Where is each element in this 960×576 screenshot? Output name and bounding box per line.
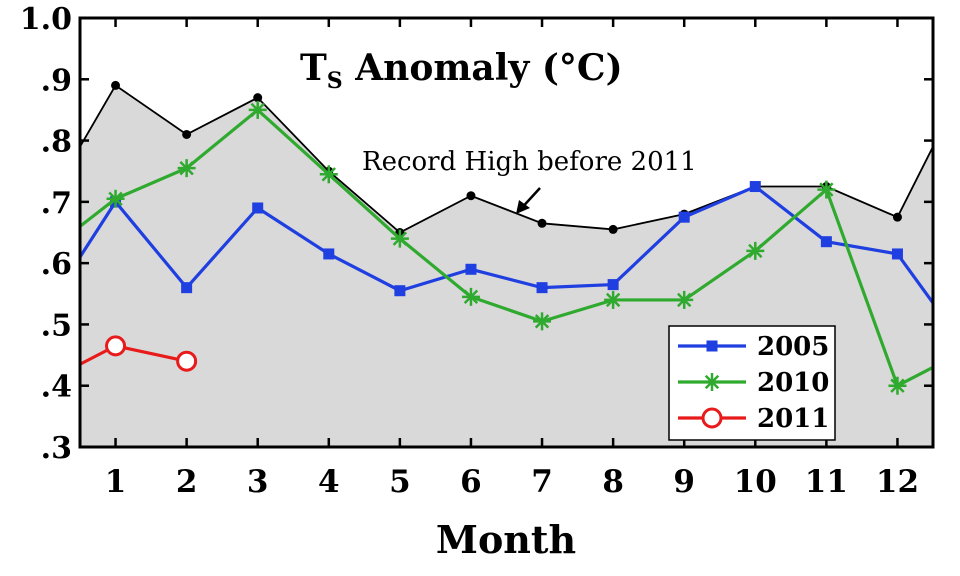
series-2010 [79,100,934,395]
legend-label: 2010 [757,368,829,398]
series-2005-point [820,236,832,248]
x-tick-label: 6 [460,464,482,500]
x-tick-label: 10 [734,464,777,500]
record-high-annotation: Record High before 2011 [362,147,697,177]
series-2010-point [888,376,907,395]
series-2010-point [675,290,694,309]
y-tick-label: 1.0 [20,2,72,37]
record-high-line [79,84,934,234]
series-2005-point [749,181,761,193]
series-2005-point [323,248,335,260]
series-2005-point [252,202,264,214]
series-2010-point [746,241,765,260]
record-high-point [608,224,618,234]
record-high-point [182,129,192,139]
legend-label: 2005 [757,332,829,362]
series-2011-point [105,335,127,357]
x-tick-label: 11 [805,464,848,500]
x-axis-ticks: 1 2 3 4 5 6 7 8 9 10 11 12 [105,18,919,500]
x-tick-label: 7 [531,464,553,500]
series-2010-point [390,229,409,248]
record-high-point [892,212,902,222]
y-tick-label: .3 [41,431,72,466]
series-2011 [79,335,198,372]
series-2005-point [607,279,619,291]
x-tick-label: 3 [247,464,269,500]
legend-item-2005: 2005 [678,332,829,362]
x-tick-label: 4 [318,464,340,500]
series-2005-point [465,263,477,275]
x-tick-label: 1 [105,464,127,500]
record-high-point [537,218,547,228]
series-2010-point [461,287,480,306]
legend-item-2010: 2010 [678,368,829,398]
series-2010-point [817,180,836,199]
record-high-point [466,191,476,201]
x-tick-label: 2 [176,464,198,500]
series-2011-point [701,407,723,429]
record-high-point [111,80,121,90]
series-2005-point [394,285,406,297]
legend-label: 2011 [757,404,829,434]
series-2005-point [706,340,718,352]
record-high-point [253,93,263,103]
series-2005-point [678,211,690,223]
series-2005-line [78,184,935,304]
y-tick-label: .6 [41,247,72,282]
series-2010-point [248,100,267,119]
series-2010-point [703,373,721,391]
series-2010-point [319,165,338,184]
x-axis-label: Month [436,517,576,562]
y-tick-label: .5 [41,308,72,343]
series-2010-line [79,107,934,388]
series-2010-point [177,159,196,178]
legend: 2005 2010 2011 [668,325,836,441]
legend-item-2011: 2011 [678,404,829,434]
y-tick-label: .8 [41,125,72,160]
series-2005-point [181,282,193,294]
plot-frame [78,16,935,449]
series-2010-point [533,312,552,331]
y-tick-label: .9 [41,63,72,98]
series-2005-point [891,248,903,260]
x-tick-label: 9 [673,464,695,500]
annotation-arrow [516,187,541,214]
chart-title: TS Anomaly (°C) [300,47,623,94]
x-tick-label: 12 [876,464,919,500]
series-2010-point [604,290,623,309]
y-tick-label: .4 [41,370,72,405]
x-tick-label: 5 [389,464,411,500]
y-axis-ticks: .3 .4 .5 .6 .7 .8 .9 1.0 [20,2,933,466]
x-tick-label: 8 [602,464,624,500]
series-2010-point [106,189,125,208]
series-2011-point [176,350,198,372]
y-tick-label: .7 [41,186,72,221]
series-2005-point [536,282,548,294]
